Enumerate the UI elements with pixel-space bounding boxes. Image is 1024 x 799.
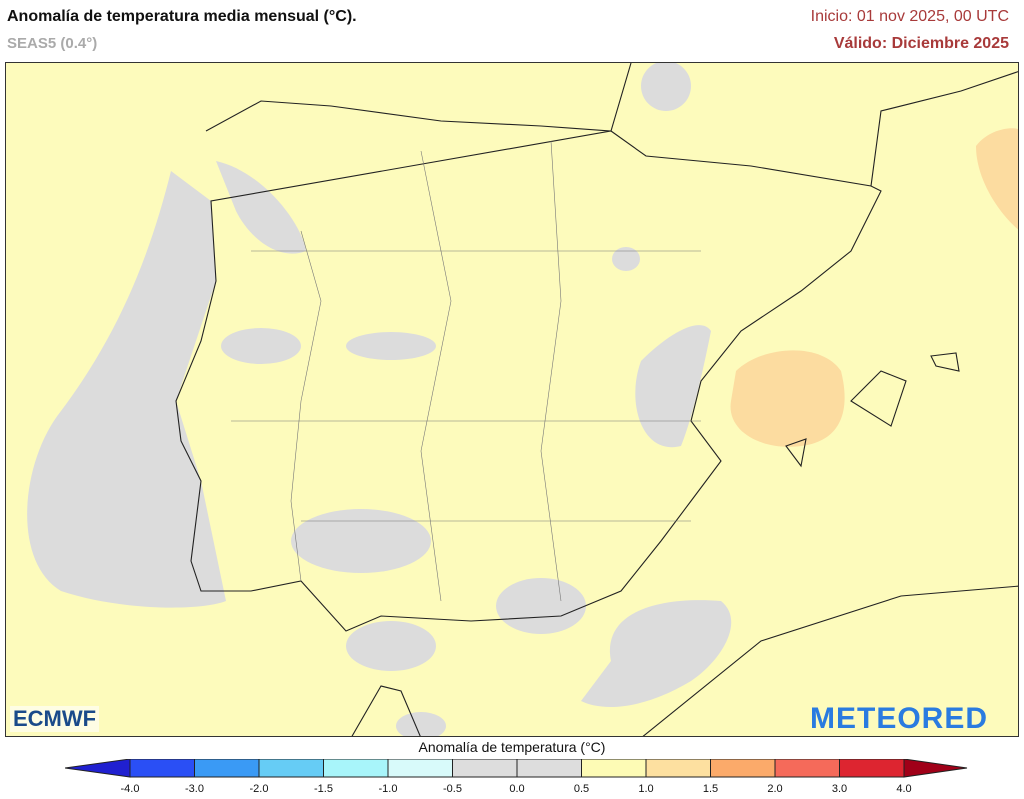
init-time: Inicio: 01 nov 2025, 00 UTC	[810, 8, 1009, 25]
colorbar-bin	[258, 759, 324, 778]
meteored-logo: METEORED	[810, 702, 989, 735]
colorbar-bin	[774, 759, 840, 778]
colorbar-tick-label: 1.5	[702, 783, 719, 795]
colorbar-bin	[645, 759, 711, 778]
colorbar-tick-label: -1.0	[378, 783, 398, 795]
colorbar-bin	[194, 759, 260, 778]
colorbar-tick-label: -1.5	[314, 783, 333, 795]
colorbar-tick-label: -3.0	[185, 783, 204, 795]
colorbar-bin	[516, 759, 582, 778]
colorbar-bin	[581, 759, 647, 778]
legend-title: Anomalía de temperatura (°C)	[418, 739, 606, 755]
colorbar-tick-label: 0.0	[509, 783, 525, 795]
colorbar-bin	[710, 759, 776, 778]
map-title: Anomalía de temperatura media mensual (°…	[7, 8, 357, 25]
colorbar-bin	[839, 759, 905, 778]
colorbar	[65, 759, 968, 778]
anomaly-map	[5, 62, 1019, 737]
colorbar-tick-label: 3.0	[831, 783, 848, 795]
colorbar-tick-label: 1.0	[638, 783, 654, 795]
coastlines	[175, 63, 1018, 736]
neutral-anomaly-areas	[27, 63, 732, 736]
colorbar-bin	[452, 759, 518, 778]
colorbar-bin	[323, 759, 389, 778]
colorbar-tick-label: -0.5	[443, 783, 462, 795]
map-svg	[27, 63, 1018, 736]
colorbar-bin	[129, 759, 195, 778]
colorbar-tick-label: 4.0	[896, 783, 912, 795]
colorbar-over-arrow	[903, 759, 968, 778]
borders	[231, 140, 701, 602]
colorbar-tick-label: -2.0	[249, 783, 269, 795]
colorbar-tick-label: -4.0	[120, 783, 140, 795]
model-label: SEAS5 (0.4°)	[7, 35, 98, 52]
colorbar-under-arrow	[65, 759, 131, 778]
ecmwf-logo: ECMWF	[10, 706, 100, 732]
colorbar-tick-label: 0.5	[573, 783, 590, 795]
colorbar-bin	[387, 759, 453, 778]
warm-anomaly-areas	[730, 128, 1018, 447]
colorbar-tick-label: 2.0	[767, 783, 783, 795]
valid-period: Válido: Diciembre 2025	[833, 35, 1009, 52]
